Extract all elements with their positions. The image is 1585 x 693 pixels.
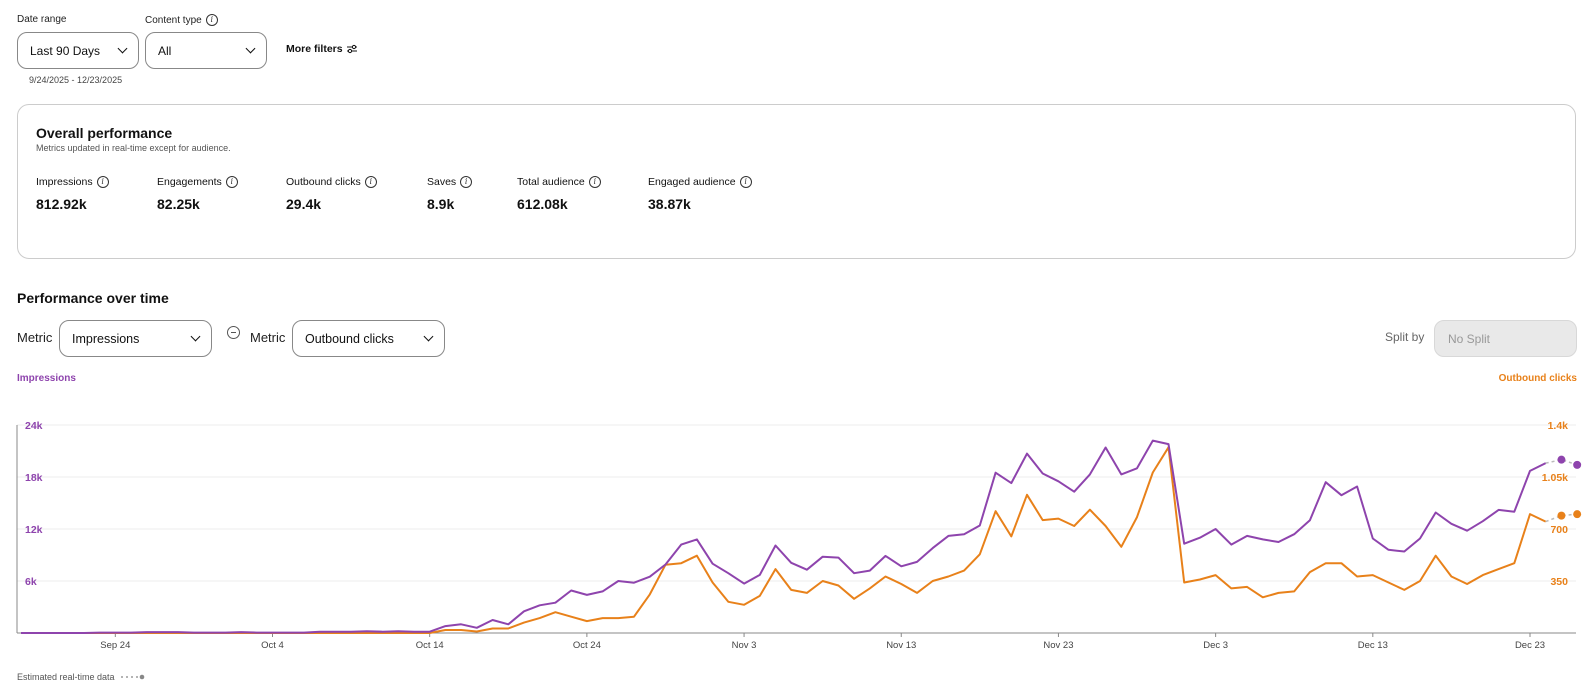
y-right-tick-label: 350	[1550, 576, 1568, 588]
date-range-label: Date range	[17, 14, 67, 25]
info-icon[interactable]: i	[225, 176, 238, 188]
metric2-label: Metric	[250, 330, 286, 345]
metric-label: Outbound clicks	[286, 176, 361, 188]
metric-engagements: Engagements i 82.25k	[157, 176, 238, 212]
metric-label: Total audience	[517, 176, 585, 188]
x-tick-label: Nov 3	[732, 640, 757, 651]
date-range-select[interactable]: Last 90 Days	[17, 32, 139, 69]
x-tick-label: Dec 23	[1515, 640, 1545, 651]
performance-chart: 24k 18k 12k 6k 1.4k 1.05k 700 350 Sep 24 Oct 4 Oct…	[16, 420, 1582, 651]
outbound-clicks-estimated-point	[1573, 510, 1582, 519]
overall-performance-card: Overall performance Metrics updated in r…	[17, 104, 1576, 259]
y-left-tick-label: 12k	[25, 524, 43, 536]
info-icon[interactable]: i	[205, 14, 218, 26]
x-tick-label: Nov 23	[1043, 640, 1073, 651]
y-right-tick-label: 1.05k	[1542, 472, 1568, 484]
card-subtitle: Metrics updated in real-time except for …	[36, 143, 231, 153]
metric-value: 612.08k	[517, 196, 568, 212]
metric-label: Saves	[427, 176, 457, 188]
chevron-down-icon	[117, 43, 128, 54]
content-type-label: Content type i	[145, 14, 218, 26]
x-tick-label: Oct 14	[416, 640, 444, 651]
metric-value: 38.87k	[648, 196, 691, 212]
estimated-data-legend: Estimated real-time data	[17, 672, 146, 682]
metric-engaged-audience: Engaged audience i 38.87k	[648, 176, 752, 212]
split-by-select: No Split	[1434, 320, 1577, 357]
metric-impressions: Impressions i 812.92k	[36, 176, 109, 212]
y-right-tick-label: 1.4k	[1548, 420, 1569, 432]
date-range-subtext: 9/24/2025 - 12/23/2025	[29, 75, 123, 85]
content-type-select[interactable]: All	[145, 32, 267, 69]
chevron-down-icon	[190, 331, 201, 342]
impressions-estimated-point	[1573, 460, 1582, 469]
chevron-down-icon	[423, 331, 434, 342]
info-icon[interactable]: i	[739, 176, 752, 188]
metric-value: 812.92k	[36, 196, 87, 212]
metric-value: 29.4k	[286, 196, 322, 212]
metric1-value: Impressions	[72, 331, 140, 346]
remove-metric-icon[interactable]	[227, 326, 240, 339]
y-right-tick-label: 700	[1550, 524, 1568, 536]
legend-impressions: Impressions	[17, 373, 76, 384]
metric1-select[interactable]: Impressions	[59, 320, 212, 357]
x-tick-label: Sep 24	[100, 640, 130, 651]
x-tick-label: Oct 4	[261, 640, 284, 651]
more-filters-button[interactable]: More filters	[286, 43, 358, 55]
metric-value: 8.9k	[427, 196, 455, 212]
x-tick-label: Dec 13	[1358, 640, 1388, 651]
info-icon[interactable]: i	[364, 176, 377, 188]
x-tick-label: Dec 3	[1203, 640, 1228, 651]
impressions-line	[21, 439, 1547, 634]
legend-outbound-clicks: Outbound clicks	[1498, 373, 1577, 384]
x-tick-label: Nov 13	[886, 640, 916, 651]
more-filters-label: More filters	[286, 43, 343, 55]
content-type-label-text: Content type	[145, 14, 202, 26]
metric-total-audience: Total audience i 612.08k	[517, 176, 601, 212]
info-icon[interactable]: i	[460, 176, 473, 188]
card-title: Overall performance	[36, 125, 173, 141]
metric-label: Engagements	[157, 176, 222, 188]
metric-saves: Saves i 8.9k	[427, 176, 473, 212]
metric-outbound-clicks: Outbound clicks i 29.4k	[286, 176, 377, 212]
date-range-value: Last 90 Days	[30, 43, 101, 58]
metric2-select[interactable]: Outbound clicks	[292, 320, 445, 357]
dotted-line-icon	[120, 674, 144, 680]
info-icon[interactable]: i	[588, 176, 601, 188]
filter-sliders-icon	[346, 44, 357, 54]
outbound-clicks-estimated-point	[1557, 511, 1566, 520]
metric2-value: Outbound clicks	[305, 331, 394, 346]
chevron-down-icon	[245, 43, 256, 54]
metric-label: Impressions	[36, 176, 93, 188]
impressions-estimated-point	[1557, 455, 1566, 464]
split-by-label: Split by	[1385, 330, 1425, 344]
metric-value: 82.25k	[157, 196, 200, 212]
y-left-tick-label: 18k	[25, 472, 43, 484]
content-type-value: All	[158, 43, 172, 58]
outbound-clicks-line	[21, 446, 1547, 634]
y-left-tick-label: 24k	[25, 420, 43, 432]
estimated-data-label: Estimated real-time data	[17, 672, 115, 682]
info-icon[interactable]: i	[96, 176, 109, 188]
metric-label: Engaged audience	[648, 176, 736, 188]
section-title: Performance over time	[17, 290, 169, 306]
metric1-label: Metric	[17, 330, 53, 345]
x-tick-label: Oct 24	[573, 640, 601, 651]
y-left-tick-label: 6k	[25, 576, 37, 588]
